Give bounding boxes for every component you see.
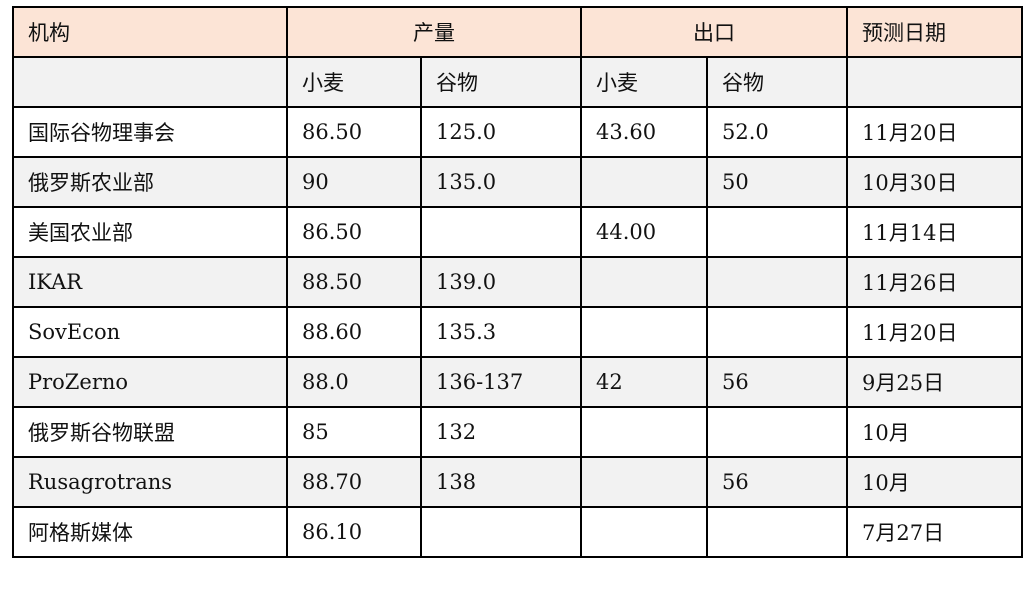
table-row: 美国农业部 86.50 44.00 11月14日	[12, 206, 1023, 258]
table-cell	[706, 506, 848, 558]
table-cell: 11月20日	[846, 306, 1023, 358]
table-row: IKAR 88.50 139.0 11月26日	[12, 256, 1023, 308]
subheader-cell: 谷物	[420, 56, 582, 108]
table-cell: SovEcon	[12, 306, 288, 358]
table-cell: ProZerno	[12, 356, 288, 408]
header-org: 机构	[12, 6, 288, 58]
subheader-cell: 小麦	[580, 56, 708, 108]
table-cell: 88.60	[286, 306, 422, 358]
table-cell: 10月	[846, 456, 1023, 508]
table-cell	[580, 306, 708, 358]
table-cell	[706, 206, 848, 258]
table-cell	[580, 256, 708, 308]
forecast-table: 机构 产量 出口 预测日期 小麦 谷物 小麦 谷物 国际谷物理事会 86.50 12…	[12, 6, 1023, 558]
table-cell: 125.0	[420, 106, 582, 158]
table-cell: 138	[420, 456, 582, 508]
table-cell	[706, 306, 848, 358]
table-cell	[706, 406, 848, 458]
table-cell: 88.0	[286, 356, 422, 408]
table-cell: 10月	[846, 406, 1023, 458]
table-cell: 132	[420, 406, 582, 458]
table-cell: 阿格斯媒体	[12, 506, 288, 558]
subheader-empty	[12, 56, 288, 108]
table-row: Rusagrotrans 88.70 138 56 10月	[12, 456, 1023, 508]
table-cell	[420, 506, 582, 558]
table-cell: 88.70	[286, 456, 422, 508]
table-cell: 136-137	[420, 356, 582, 408]
table-cell: 43.60	[580, 106, 708, 158]
table-cell: IKAR	[12, 256, 288, 308]
subheader-cell: 谷物	[706, 56, 848, 108]
header-export: 出口	[580, 6, 848, 58]
table-cell: 俄罗斯谷物联盟	[12, 406, 288, 458]
table-cell	[580, 406, 708, 458]
table-cell: 俄罗斯农业部	[12, 156, 288, 208]
table-cell	[706, 256, 848, 308]
table-cell: 86.10	[286, 506, 422, 558]
table-cell: 美国农业部	[12, 206, 288, 258]
table-cell: 11月14日	[846, 206, 1023, 258]
table-cell: 135.0	[420, 156, 582, 208]
table-cell	[580, 456, 708, 508]
subheader-empty	[846, 56, 1023, 108]
table-cell: 85	[286, 406, 422, 458]
subheader-cell: 小麦	[286, 56, 422, 108]
subheader-row: 小麦 谷物 小麦 谷物	[12, 56, 1023, 108]
table-row: 俄罗斯农业部 90 135.0 50 10月30日	[12, 156, 1023, 208]
table-cell: 50	[706, 156, 848, 208]
table-cell: 国际谷物理事会	[12, 106, 288, 158]
header-production: 产量	[286, 6, 582, 58]
table-row: 阿格斯媒体 86.10 7月27日	[12, 506, 1023, 558]
table-cell: 7月27日	[846, 506, 1023, 558]
header-date: 预测日期	[846, 6, 1023, 58]
table-cell: 86.50	[286, 106, 422, 158]
table-cell: 135.3	[420, 306, 582, 358]
table-cell: Rusagrotrans	[12, 456, 288, 508]
table-row: 国际谷物理事会 86.50 125.0 43.60 52.0 11月20日	[12, 106, 1023, 158]
table-row: SovEcon 88.60 135.3 11月20日	[12, 306, 1023, 358]
table-cell: 86.50	[286, 206, 422, 258]
table-cell: 52.0	[706, 106, 848, 158]
table-cell: 56	[706, 356, 848, 408]
table-cell: 9月25日	[846, 356, 1023, 408]
table-cell	[580, 156, 708, 208]
table-row: 俄罗斯谷物联盟 85 132 10月	[12, 406, 1023, 458]
table-cell: 90	[286, 156, 422, 208]
header-row: 机构 产量 出口 预测日期	[12, 6, 1023, 58]
table-row: ProZerno 88.0 136-137 42 56 9月25日	[12, 356, 1023, 408]
table-cell: 11月20日	[846, 106, 1023, 158]
table-cell: 56	[706, 456, 848, 508]
table-cell: 139.0	[420, 256, 582, 308]
table-cell: 88.50	[286, 256, 422, 308]
table-cell	[420, 206, 582, 258]
table-cell: 10月30日	[846, 156, 1023, 208]
table-cell: 44.00	[580, 206, 708, 258]
table-cell: 42	[580, 356, 708, 408]
table-cell	[580, 506, 708, 558]
table-cell: 11月26日	[846, 256, 1023, 308]
